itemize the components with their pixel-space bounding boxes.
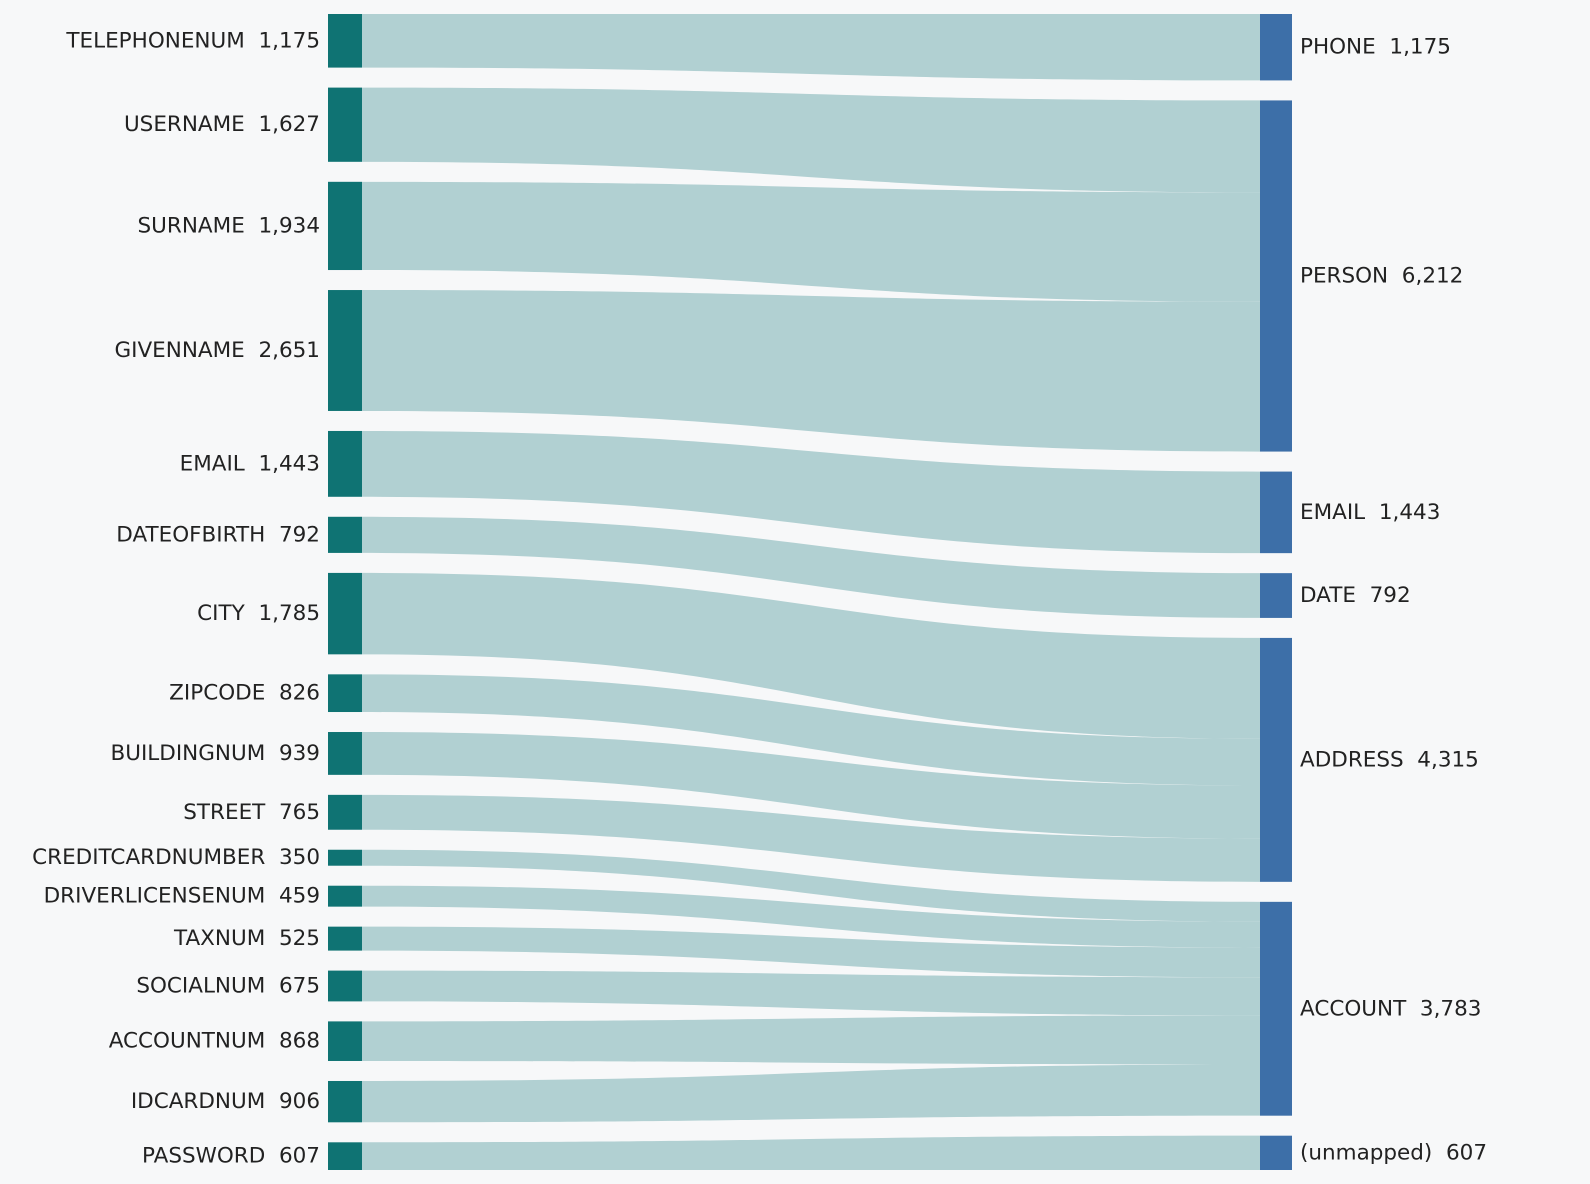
target-label-person: PERSON 6,212	[1300, 263, 1463, 288]
link-taxnum-to-account	[362, 926, 1260, 978]
link-accountnum-to-account	[362, 1015, 1260, 1065]
target-node-email	[1260, 471, 1292, 554]
source-label-accountnum: ACCOUNTNUM 868	[109, 1029, 320, 1054]
target-label-unmapped: (unmapped) 607	[1300, 1140, 1487, 1165]
source-node-accountnum	[328, 1021, 362, 1061]
source-node-zipcode	[328, 674, 362, 713]
nodes-layer	[328, 14, 1292, 1170]
source-label-city: CITY 1,785	[197, 601, 320, 626]
target-label-date: DATE 792	[1300, 583, 1411, 608]
source-label-username: USERNAME 1,627	[124, 112, 320, 137]
source-node-street	[328, 794, 362, 830]
source-label-dateofbirth: DATEOFBIRTH 792	[116, 522, 320, 547]
source-node-surname	[328, 181, 362, 271]
source-node-buildingnum	[328, 732, 362, 775]
source-node-dateofbirth	[328, 516, 362, 553]
target-node-date	[1260, 573, 1292, 618]
source-label-socialnum: SOCIALNUM 675	[136, 973, 320, 998]
source-node-password	[328, 1142, 362, 1170]
source-node-telephonenum	[328, 14, 362, 68]
link-telephonenum-to-phone	[362, 14, 1260, 81]
source-label-telephonenum: TELEPHONENUM 1,175	[65, 28, 320, 53]
source-label-idcardnum: IDCARDNUM 906	[131, 1089, 320, 1114]
source-label-surname: SURNAME 1,934	[138, 213, 320, 238]
source-node-driverlicensenum	[328, 885, 362, 907]
link-zipcode-to-address	[362, 674, 1260, 786]
source-label-creditcardnumber: CREDITCARDNUMBER 350	[32, 845, 320, 870]
link-city-to-address	[362, 572, 1260, 739]
target-node-account	[1260, 901, 1292, 1116]
link-surname-to-person	[362, 181, 1260, 302]
source-label-taxnum: TAXNUM 525	[173, 926, 320, 951]
source-node-city	[328, 572, 362, 655]
source-node-username	[328, 87, 362, 162]
source-node-taxnum	[328, 926, 362, 951]
source-node-socialnum	[328, 970, 362, 1002]
source-node-creditcardnumber	[328, 849, 362, 866]
source-label-driverlicensenum: DRIVERLICENSENUM 459	[44, 884, 320, 909]
source-label-givenname: GIVENNAME 2,651	[114, 338, 320, 363]
source-label-password: PASSWORD 607	[142, 1144, 320, 1169]
link-username-to-person	[362, 87, 1260, 193]
target-label-address: ADDRESS 4,315	[1300, 747, 1479, 772]
labels-layer: TELEPHONENUM 1,175 USERNAME 1,627 SURNAME …	[32, 28, 1487, 1168]
target-node-unmapped	[1260, 1135, 1292, 1170]
source-node-givenname	[328, 290, 362, 411]
target-node-phone	[1260, 14, 1292, 81]
source-label-buildingnum: BUILDINGNUM 939	[110, 741, 320, 766]
link-driverlicensenum-to-account	[362, 885, 1260, 948]
source-label-zipcode: ZIPCODE 826	[169, 681, 320, 706]
link-givenname-to-person	[362, 290, 1260, 452]
link-password-to-unmapped	[362, 1135, 1260, 1170]
target-node-address	[1260, 637, 1292, 882]
source-label-email: EMAIL 1,443	[180, 451, 320, 476]
link-email-to-email	[362, 430, 1260, 554]
link-buildingnum-to-address	[362, 732, 1260, 839]
link-dateofbirth-to-date	[362, 516, 1260, 618]
link-socialnum-to-account	[362, 970, 1260, 1016]
links-layer	[362, 14, 1260, 1170]
link-street-to-address	[362, 794, 1260, 882]
source-node-idcardnum	[328, 1080, 362, 1123]
source-label-street: STREET 765	[183, 800, 320, 825]
link-idcardnum-to-account	[362, 1064, 1260, 1123]
target-label-account: ACCOUNT 3,783	[1300, 996, 1481, 1021]
link-creditcardnumber-to-account	[362, 849, 1260, 922]
source-node-email	[328, 430, 362, 497]
target-node-person	[1260, 100, 1292, 452]
target-label-phone: PHONE 1,175	[1300, 35, 1451, 60]
target-label-email: EMAIL 1,443	[1300, 500, 1440, 525]
